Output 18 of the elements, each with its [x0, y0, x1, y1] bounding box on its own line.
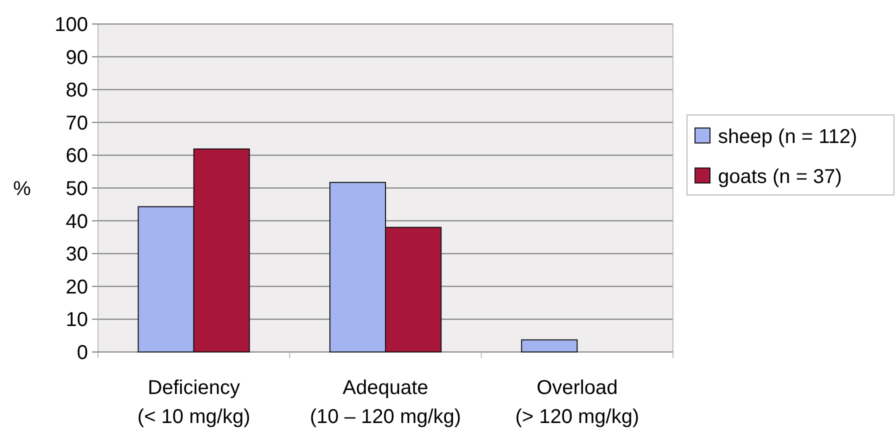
y-tick-label: 50 — [66, 178, 88, 200]
y-tick-label: 70 — [66, 112, 88, 134]
y-tick-label: 10 — [66, 309, 88, 332]
y-tick-label: 90 — [66, 46, 88, 69]
y-tick-label: 80 — [66, 80, 88, 102]
x-tick-label: Overload (> 120 mg/kg) — [515, 377, 640, 428]
y-tick-label: 0 — [76, 342, 88, 364]
bar — [521, 339, 578, 352]
x-tick-label: Deficiency (< 10 mg/kg) — [137, 377, 250, 428]
y-tick-label: 100 — [54, 14, 88, 36]
y-axis-title: % — [13, 178, 32, 200]
legend-label: goats (n = 37) — [718, 166, 842, 188]
y-tick-label: 20 — [66, 276, 88, 298]
x-tick-label: Adequate (10 – 120 mg/kg) — [310, 377, 462, 428]
legend-label: sheep (n = 112) — [718, 126, 858, 148]
y-tick-label: 60 — [66, 145, 88, 168]
y-tick-label: 30 — [66, 244, 88, 266]
y-tick-label: 40 — [66, 210, 88, 233]
